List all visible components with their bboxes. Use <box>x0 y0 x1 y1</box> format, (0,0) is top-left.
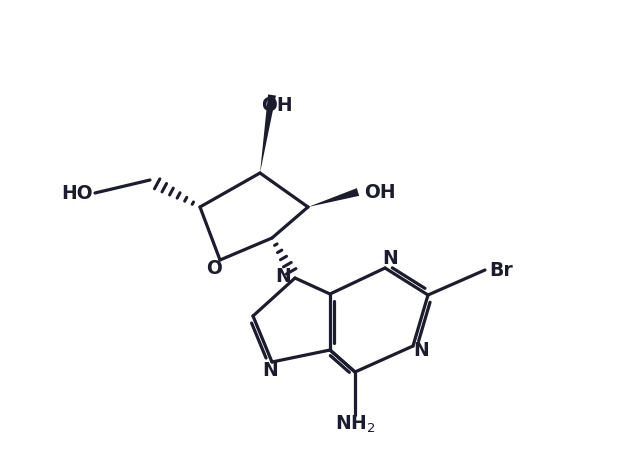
Polygon shape <box>308 188 359 207</box>
Text: HO: HO <box>61 183 93 203</box>
Text: N: N <box>382 250 398 268</box>
Text: N: N <box>413 342 429 360</box>
Text: Br: Br <box>489 260 513 280</box>
Text: O: O <box>206 259 222 279</box>
Text: N: N <box>275 266 291 285</box>
Text: NH$_2$: NH$_2$ <box>335 413 375 435</box>
Text: OH: OH <box>364 182 396 202</box>
Polygon shape <box>260 94 276 173</box>
Text: OH: OH <box>261 95 293 115</box>
Text: N: N <box>262 361 278 381</box>
